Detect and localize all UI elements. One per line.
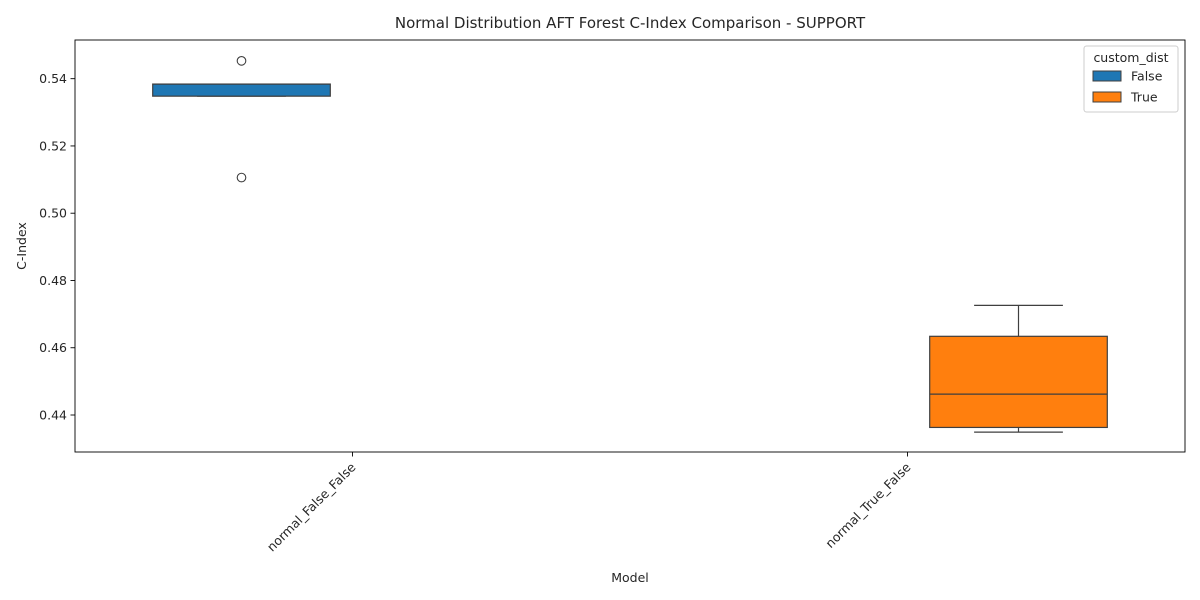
y-tick-label: 0.46 [39, 340, 67, 355]
y-tick-label: 0.54 [39, 71, 67, 86]
legend-label-true: True [1130, 90, 1158, 105]
y-tick-label: 0.44 [39, 408, 67, 423]
legend-swatch-false [1092, 70, 1122, 82]
outlier-point [236, 172, 247, 183]
box-false-normal_False_False [152, 56, 331, 183]
legend-label-false: False [1131, 69, 1163, 84]
y-axis: 0.44 0.46 0.48 0.50 0.52 0.54 [39, 71, 75, 423]
y-tick-label: 0.48 [39, 273, 67, 288]
x-axis-title: Model [611, 570, 649, 585]
y-tick-label: 0.52 [39, 138, 67, 153]
outlier-point [236, 56, 247, 66]
y-tick-label: 0.50 [39, 206, 67, 221]
box-iqr [152, 83, 331, 97]
legend-swatch-true [1092, 91, 1122, 103]
plot-frame [74, 39, 1186, 453]
legend-title: custom_dist [1093, 50, 1168, 65]
box-true-normal_True_False [929, 304, 1108, 433]
plot-area [74, 39, 1186, 453]
legend: custom_dist False True [1083, 45, 1179, 113]
x-axis: normal_False_False normal_True_False [264, 452, 914, 554]
chart-title: Normal Distribution AFT Forest C-Index C… [395, 14, 866, 32]
box-iqr [929, 335, 1108, 429]
y-axis-title: C-Index [14, 222, 29, 270]
x-tick-label: normal_True_False [822, 459, 914, 551]
x-tick-label: normal_False_False [264, 459, 359, 554]
